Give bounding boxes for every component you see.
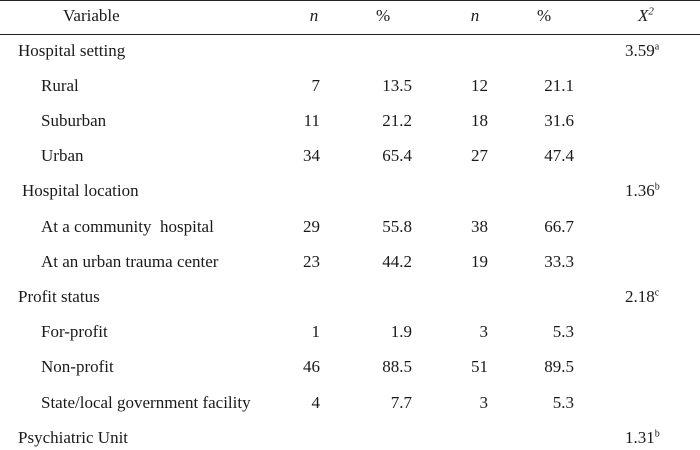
header-chi-superscript: 2: [648, 5, 654, 18]
chi-footnote-marker: b: [654, 181, 660, 193]
row-percent-group1: 65.4: [382, 146, 412, 165]
row-n-group1: 29: [303, 217, 320, 236]
row-percent-group1: 55.8: [382, 217, 412, 236]
row-label: State/local government facility: [41, 393, 251, 412]
table-row: Hospital setting 3.59a: [0, 41, 700, 63]
row-percent-group2: 89.5: [544, 357, 574, 376]
table-row: State/local government facility 4 7.7 3 …: [0, 393, 700, 415]
row-label: Psychiatric Unit: [18, 428, 129, 447]
table-row: Non-profit 46 88.5 51 89.5: [0, 357, 700, 379]
table-row: At a community hospital 29 55.8 38 66.7: [0, 217, 700, 239]
row-percent-group1: 44.2: [382, 252, 412, 271]
row-label: For-profit: [41, 322, 108, 341]
table-row: At an urban trauma center 23 44.2 19 33.…: [0, 252, 700, 274]
row-n-group2: 19: [471, 252, 488, 271]
row-percent-group2: 5.3: [552, 322, 574, 341]
chi-value: 3.59: [625, 41, 655, 60]
row-n-group1: 4: [311, 393, 321, 412]
table-top-rule: [0, 0, 700, 1]
header-n-group2: n: [470, 6, 480, 25]
table-row: For-profit 1 1.9 3 5.3: [0, 322, 700, 344]
row-percent-group2: 31.6: [544, 111, 574, 130]
chi-footnote-marker: b: [654, 428, 660, 440]
row-n-group1: 11: [303, 111, 320, 130]
header-percent-group1: %: [376, 6, 391, 25]
row-percent-group1: 7.7: [390, 393, 412, 412]
row-chi: 1.36b: [625, 181, 681, 201]
row-n-group1: 46: [303, 357, 320, 376]
chi-footnote-marker: c: [654, 287, 660, 299]
chi-value: 1.36: [625, 181, 655, 200]
table-row: Rural 7 13.5 12 21.1: [0, 76, 700, 98]
header-percent-group2: %: [537, 6, 552, 25]
row-percent-group1: 1.9: [390, 322, 412, 341]
row-label: At a community hospital: [41, 217, 214, 236]
chi-value: 1.31: [625, 428, 655, 447]
row-label: Urban: [41, 146, 84, 165]
row-label: At an urban trauma center: [41, 252, 219, 271]
row-percent-group2: 5.3: [552, 393, 574, 412]
row-n-group1: 34: [303, 146, 320, 165]
row-label: Profit status: [18, 287, 100, 306]
row-n-group2: 3: [479, 322, 489, 341]
row-label: Non-profit: [41, 357, 114, 376]
row-label: Hospital location: [22, 181, 139, 200]
header-chi-symbol: X: [638, 6, 649, 25]
table-row: Hospital location 1.36b: [0, 181, 700, 203]
row-n-group2: 3: [479, 393, 489, 412]
row-n-group1: 1: [311, 322, 321, 341]
row-percent-group2: 47.4: [544, 146, 574, 165]
row-chi: 3.59a: [625, 41, 681, 61]
header-chi-square: X2: [638, 6, 654, 26]
row-percent-group2: 21.1: [544, 76, 574, 95]
row-label: Rural: [41, 76, 79, 95]
chi-footnote-marker: a: [654, 41, 660, 53]
table-header-rule: [0, 34, 700, 35]
row-chi: 1.31b: [625, 428, 681, 448]
row-n-group2: 38: [471, 217, 488, 236]
row-n-group1: 23: [303, 252, 320, 271]
table-row: Urban 34 65.4 27 47.4: [0, 146, 700, 168]
row-percent-group1: 13.5: [382, 76, 412, 95]
row-label: Suburban: [41, 111, 107, 130]
row-n-group2: 51: [471, 357, 488, 376]
header-n-group1: n: [309, 6, 319, 25]
row-n-group2: 18: [471, 111, 488, 130]
table-row: Psychiatric Unit 1.31b: [0, 428, 700, 450]
row-n-group2: 12: [471, 76, 488, 95]
row-percent-group2: 33.3: [544, 252, 574, 271]
row-chi: 2.18c: [625, 287, 681, 307]
row-label: Hospital setting: [18, 41, 126, 60]
table-row: Suburban 11 21.2 18 31.6: [0, 111, 700, 133]
row-percent-group2: 66.7: [544, 217, 574, 236]
row-n-group1: 7: [311, 76, 321, 95]
row-percent-group1: 88.5: [382, 357, 412, 376]
header-variable: Variable: [63, 6, 120, 25]
row-n-group2: 27: [471, 146, 488, 165]
row-percent-group1: 21.2: [382, 111, 412, 130]
chi-value: 2.18: [625, 287, 655, 306]
table-row: Profit status 2.18c: [0, 287, 700, 309]
